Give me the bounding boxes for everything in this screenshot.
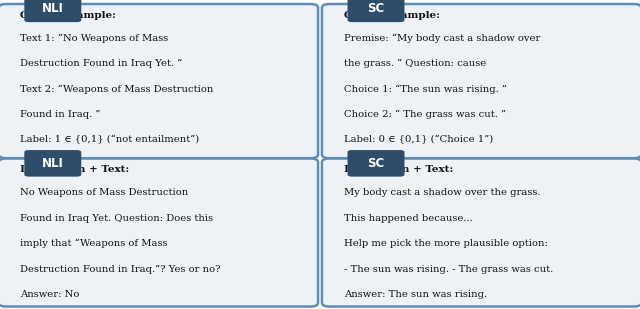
Text: Instruction + Text:: Instruction + Text: bbox=[20, 165, 130, 174]
Text: imply that “Weapons of Mass: imply that “Weapons of Mass bbox=[20, 239, 168, 248]
FancyBboxPatch shape bbox=[348, 0, 404, 22]
FancyBboxPatch shape bbox=[24, 0, 81, 22]
Text: SC: SC bbox=[367, 2, 385, 15]
Text: Answer: No: Answer: No bbox=[20, 290, 80, 299]
Text: SC: SC bbox=[367, 157, 385, 170]
Text: Choice 1: “The sun was rising. ”: Choice 1: “The sun was rising. ” bbox=[344, 85, 506, 94]
FancyBboxPatch shape bbox=[322, 4, 640, 158]
Text: My body cast a shadow over the grass.: My body cast a shadow over the grass. bbox=[344, 188, 540, 197]
Text: Help me pick the more plausible option:: Help me pick the more plausible option: bbox=[344, 239, 548, 248]
Text: This happened because...: This happened because... bbox=[344, 214, 472, 223]
Text: Text 2: “Weapons of Mass Destruction: Text 2: “Weapons of Mass Destruction bbox=[20, 85, 214, 94]
Text: No Weapons of Mass Destruction: No Weapons of Mass Destruction bbox=[20, 188, 189, 197]
Text: Choice 2: “ The grass was cut. ”: Choice 2: “ The grass was cut. ” bbox=[344, 110, 506, 119]
Text: NLI: NLI bbox=[42, 157, 64, 170]
Text: Answer: The sun was rising.: Answer: The sun was rising. bbox=[344, 290, 487, 299]
Text: NLI: NLI bbox=[42, 2, 64, 15]
Text: Destruction Found in Iraq.”? Yes or no?: Destruction Found in Iraq.”? Yes or no? bbox=[20, 265, 221, 273]
Text: the grass. ” Question: cause: the grass. ” Question: cause bbox=[344, 59, 486, 68]
FancyBboxPatch shape bbox=[0, 4, 318, 158]
Text: Original sample:: Original sample: bbox=[20, 11, 116, 20]
Text: Label: 1 ∈ {0,1} (“not entailment”): Label: 1 ∈ {0,1} (“not entailment”) bbox=[20, 135, 200, 144]
FancyBboxPatch shape bbox=[348, 150, 404, 177]
FancyBboxPatch shape bbox=[322, 159, 640, 307]
Text: Found in Iraq Yet. Question: Does this: Found in Iraq Yet. Question: Does this bbox=[20, 214, 214, 223]
Text: Label: 0 ∈ {0,1} (“Choice 1”): Label: 0 ∈ {0,1} (“Choice 1”) bbox=[344, 135, 493, 144]
Text: Instruction + Text:: Instruction + Text: bbox=[344, 165, 453, 174]
Text: Premise: “My body cast a shadow over: Premise: “My body cast a shadow over bbox=[344, 34, 540, 43]
FancyBboxPatch shape bbox=[24, 150, 81, 177]
Text: Destruction Found in Iraq Yet. ”: Destruction Found in Iraq Yet. ” bbox=[20, 59, 183, 68]
FancyBboxPatch shape bbox=[0, 159, 318, 307]
Text: - The sun was rising. - The grass was cut.: - The sun was rising. - The grass was cu… bbox=[344, 265, 553, 273]
Text: Found in Iraq. ”: Found in Iraq. ” bbox=[20, 110, 101, 119]
Text: Original sample:: Original sample: bbox=[344, 11, 440, 20]
Text: Text 1: “No Weapons of Mass: Text 1: “No Weapons of Mass bbox=[20, 34, 169, 43]
